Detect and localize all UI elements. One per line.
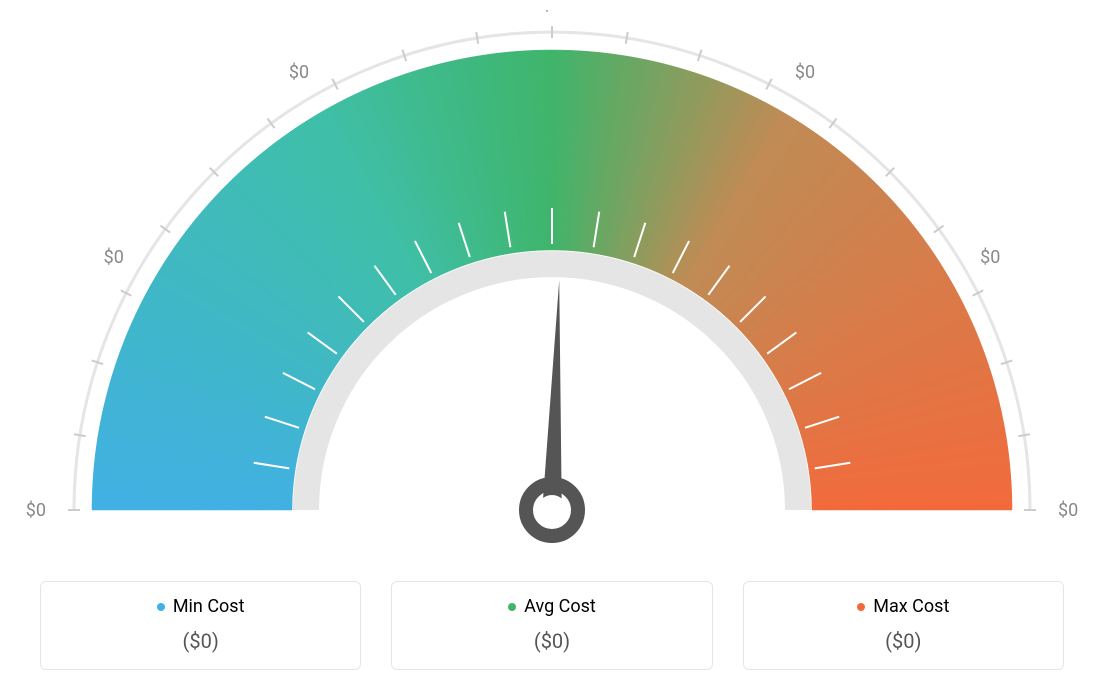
gauge-tick-label: $0 — [104, 247, 124, 268]
legend-dot-min — [157, 603, 165, 611]
legend-title-min: Min Cost — [157, 596, 245, 617]
legend-title-avg: Avg Cost — [508, 596, 596, 617]
gauge-tick-label: $0 — [795, 62, 815, 83]
gauge-tick-label: $0 — [1058, 500, 1078, 521]
legend-label-avg: Avg Cost — [524, 596, 596, 617]
legend-card-max: Max Cost ($0) — [743, 581, 1064, 671]
legend-value-max: ($0) — [754, 629, 1053, 653]
legend-label-min: Min Cost — [173, 596, 245, 617]
legend-value-avg: ($0) — [402, 629, 701, 653]
gauge-tick-label: $0 — [980, 247, 1000, 268]
gauge-tick-label: $0 — [26, 500, 46, 521]
legend-dot-avg — [508, 603, 516, 611]
gauge-tick-label: $0 — [542, 10, 562, 15]
legend-card-min: Min Cost ($0) — [40, 581, 361, 671]
legend-card-avg: Avg Cost ($0) — [391, 581, 712, 671]
gauge-chart: $0 $0 $0 $0 $0 $0 $0 — [0, 0, 1104, 560]
gauge-tick-label: $0 — [289, 62, 309, 83]
legend-label-max: Max Cost — [873, 596, 949, 617]
legend-value-min: ($0) — [51, 629, 350, 653]
legend-row: Min Cost ($0) Avg Cost ($0) Max Cost ($0… — [40, 581, 1064, 671]
legend-title-max: Max Cost — [857, 596, 949, 617]
gauge-svg: $0 $0 $0 $0 $0 $0 $0 — [0, 10, 1104, 570]
legend-dot-max — [857, 603, 865, 611]
cost-gauge-container: $0 $0 $0 $0 $0 $0 $0 Min Cost ($0) Avg Cost ($… — [0, 0, 1104, 690]
